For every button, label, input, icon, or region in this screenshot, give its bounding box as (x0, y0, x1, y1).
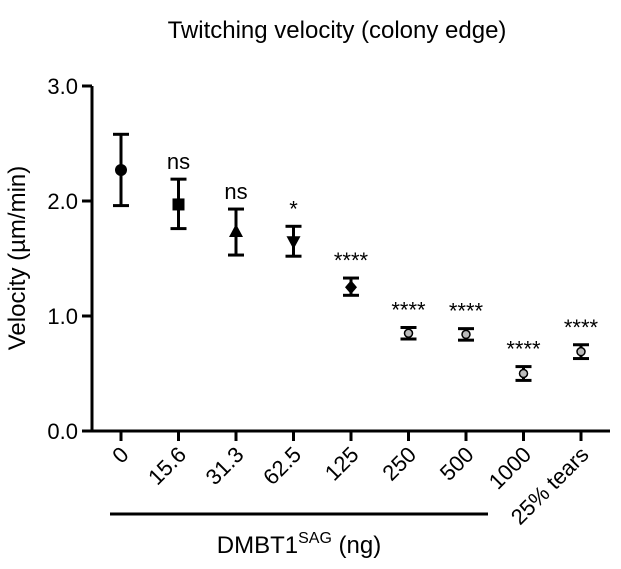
y-tick-label: 2.0 (47, 189, 78, 214)
significance-label: **** (449, 299, 484, 324)
data-point (461, 329, 471, 340)
x-axis-label-superscript: SAG (298, 530, 332, 547)
y-tick-label: 1.0 (47, 304, 78, 329)
data-point (576, 346, 586, 357)
chart-title: Twitching velocity (colony edge) (168, 17, 507, 44)
data-point (345, 280, 357, 295)
x-axis-label-unit: (ng) (332, 532, 381, 559)
data-point (115, 163, 127, 176)
data-point (403, 328, 414, 338)
y-axis-label: Velocity (µm/min) (4, 166, 31, 351)
y-tick-label: 0.0 (47, 419, 78, 444)
significance-label: **** (391, 298, 426, 323)
significance-label: **** (334, 248, 369, 273)
significance-label: **** (564, 315, 599, 340)
x-tick-label: 62.5 (258, 442, 306, 490)
significance-label: **** (506, 337, 541, 362)
data-point (229, 224, 243, 238)
significance-label: * (289, 196, 298, 221)
x-tick-label: 15.6 (143, 442, 191, 490)
y-ticks: 0.0 1.0 2.0 3.0 (47, 74, 92, 444)
x-tick-label: 500 (435, 442, 479, 486)
x-axis-label-main: DMBT1 (217, 532, 298, 559)
x-axis-label: DMBT1SAG (ng) (217, 530, 382, 559)
x-tick-label: 1000 (484, 442, 536, 494)
data-point (518, 368, 529, 379)
data-point (172, 198, 185, 211)
significance-label: ns (167, 149, 190, 174)
x-tick-label: 125 (320, 442, 364, 486)
x-tick-label: 0 (107, 442, 133, 468)
data-points (115, 163, 586, 379)
x-tick-label: 250 (377, 442, 421, 486)
data-point (286, 236, 301, 250)
y-tick-label: 3.0 (47, 74, 78, 99)
significance-label: ns (224, 179, 247, 204)
x-tick-label: 31.3 (201, 442, 249, 490)
